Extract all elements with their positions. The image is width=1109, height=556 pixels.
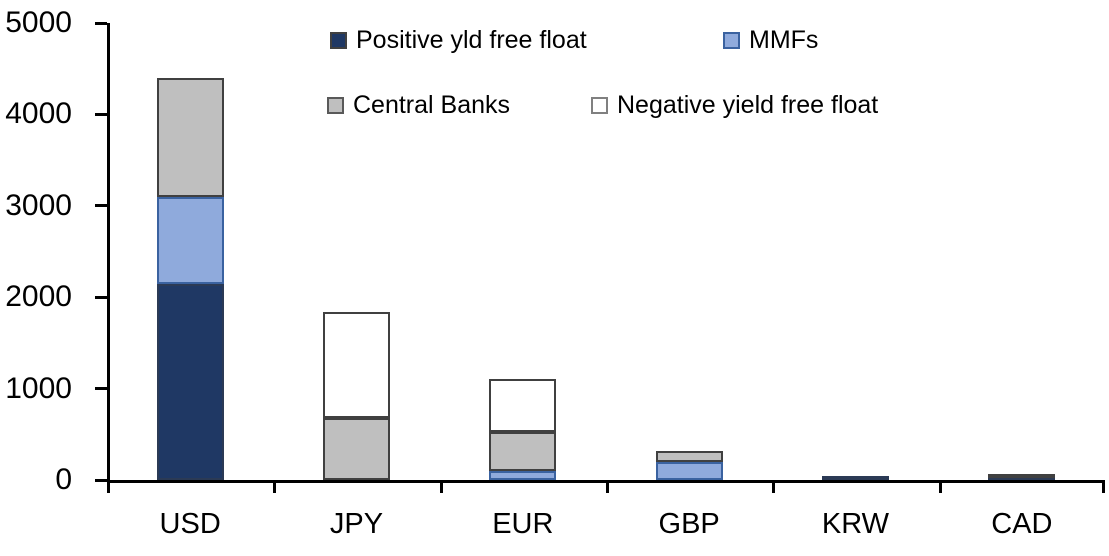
y-tick-label: 2000 — [5, 280, 72, 314]
bar-segment-eur — [489, 431, 557, 471]
legend-item-central-banks: Central Banks — [327, 91, 510, 120]
x-category-label: USD — [159, 508, 221, 540]
x-tick — [606, 483, 609, 493]
legend-label: Positive yld free float — [356, 26, 587, 54]
bar-segment-usd — [156, 283, 224, 480]
x-tick — [938, 483, 942, 493]
legend-swatch-negative-yield-free-float — [591, 97, 608, 114]
y-tick-label: 1000 — [5, 371, 72, 405]
bar-segment-gbp — [655, 450, 723, 462]
legend-label: Central Banks — [353, 91, 511, 119]
x-tick — [1102, 483, 1105, 493]
legend-item-mmfs: MMFs — [723, 26, 818, 55]
bar-segment-eur — [489, 378, 557, 432]
y-axis-line — [107, 23, 110, 483]
bar-segment-gbp — [655, 461, 723, 480]
y-tick-label: 4000 — [5, 97, 72, 131]
bar-segment-jpy — [323, 417, 390, 480]
legend-label: Negative yield free float — [617, 91, 879, 119]
y-tick — [95, 387, 107, 391]
bar-segment-cad — [988, 473, 1056, 478]
x-category-label: EUR — [492, 508, 554, 540]
legend-swatch-positive-yld-free-float — [330, 32, 347, 49]
x-tick — [273, 483, 277, 493]
x-tick — [107, 483, 110, 493]
x-category-label: JPY — [329, 508, 384, 540]
legend-label: MMFs — [749, 26, 819, 54]
bar-segment-jpy — [323, 311, 390, 418]
bar-segment-usd — [156, 196, 224, 284]
x-axis-line — [107, 480, 1105, 483]
legend-item-positive-yld-free-float: Positive yld free float — [330, 26, 587, 55]
legend-swatch-central-banks — [327, 97, 344, 114]
y-tick-label: 0 — [55, 463, 72, 496]
legend-item-negative-yield-free-float: Negative yield free float — [591, 91, 878, 120]
x-tick — [439, 483, 443, 493]
y-tick — [95, 478, 107, 482]
bar-segment-krw — [822, 476, 889, 480]
bar-segment-usd — [156, 77, 224, 197]
y-tick — [95, 21, 107, 25]
y-tick — [95, 295, 107, 299]
y-tick — [95, 112, 107, 116]
y-tick-label: 3000 — [5, 188, 72, 222]
y-tick — [95, 204, 107, 208]
x-category-label: KRW — [821, 508, 890, 540]
bar-segment-eur — [489, 470, 557, 480]
y-tick-label: 5000 — [5, 6, 72, 39]
legend-swatch-mmfs — [723, 32, 740, 49]
x-category-label: CAD — [991, 508, 1053, 540]
x-tick — [772, 483, 776, 493]
x-category-label: GBP — [658, 508, 720, 540]
